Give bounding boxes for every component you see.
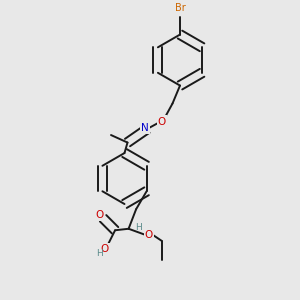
Text: Br: Br	[175, 3, 185, 13]
Text: O: O	[95, 210, 104, 220]
Text: O: O	[100, 244, 109, 254]
Text: H: H	[135, 224, 142, 232]
Text: N: N	[141, 123, 148, 133]
Text: O: O	[158, 116, 166, 127]
Text: O: O	[145, 230, 153, 240]
Text: H: H	[96, 249, 103, 258]
